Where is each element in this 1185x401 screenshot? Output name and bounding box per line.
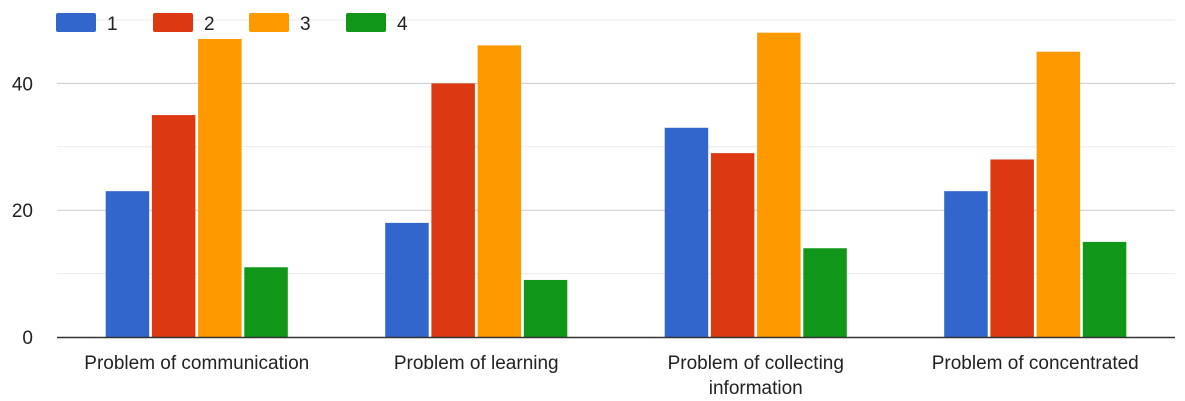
- bar-series-4-cat-4[interactable]: [1082, 241, 1127, 337]
- legend-label: 3: [300, 14, 311, 35]
- bar-series-3-cat-3[interactable]: [757, 32, 801, 338]
- bar-series-4-cat-1[interactable]: [244, 267, 288, 337]
- bar-series-2-cat-4[interactable]: [990, 159, 1034, 337]
- x-category-label: Problem of communication: [84, 353, 309, 374]
- legend-item-3[interactable]: 3: [249, 13, 311, 35]
- x-category-label: Problem of concentrated: [932, 353, 1139, 374]
- legend-swatch: [249, 13, 289, 32]
- legend-swatch: [153, 13, 193, 32]
- legend-swatch: [346, 13, 386, 32]
- legend-swatch: [56, 13, 96, 32]
- bar-series-4-cat-3[interactable]: [803, 248, 847, 337]
- y-tick-label: 40: [12, 74, 33, 95]
- legend-item-4[interactable]: 4: [346, 13, 408, 35]
- bar-series-3-cat-4[interactable]: [1036, 51, 1081, 337]
- bar-series-1-cat-3[interactable]: [664, 127, 709, 337]
- legend-label: 2: [204, 14, 215, 35]
- y-tick-label: 0: [22, 328, 33, 349]
- bar-series-2-cat-1[interactable]: [151, 115, 196, 337]
- bar-series-1-cat-1[interactable]: [105, 191, 150, 337]
- legend-label: 4: [397, 14, 408, 35]
- bar-series-1-cat-2[interactable]: [385, 222, 429, 337]
- x-category-label: Problem of collecting information: [668, 353, 844, 399]
- bar-series-4-cat-2[interactable]: [523, 279, 568, 337]
- legend-item-2[interactable]: 2: [153, 13, 215, 35]
- x-category-label: Problem of learning: [394, 353, 559, 374]
- bar-series-3-cat-2[interactable]: [477, 45, 522, 338]
- x-axis-category-labels: Problem of communication Problem of learn…: [84, 353, 1138, 399]
- bar-series-2-cat-3[interactable]: [710, 153, 755, 337]
- legend[interactable]: 1 2 3 4: [56, 13, 408, 35]
- bar-series-2-cat-2[interactable]: [431, 83, 475, 338]
- y-axis-tick-labels: 0 20 40: [12, 74, 33, 349]
- bar-series-1-cat-4[interactable]: [944, 191, 988, 337]
- legend-label: 1: [107, 14, 118, 35]
- legend-item-1[interactable]: 1: [56, 13, 118, 35]
- y-tick-label: 20: [12, 201, 33, 222]
- gridlines: [57, 19, 1175, 275]
- bar-series-3-cat-1[interactable]: [198, 39, 242, 338]
- bars: [105, 32, 1127, 338]
